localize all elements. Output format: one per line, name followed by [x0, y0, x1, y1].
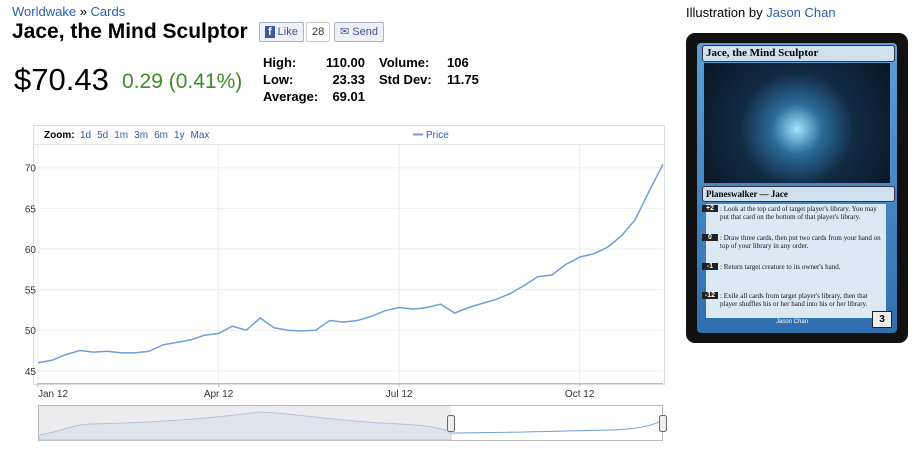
- card-title: Jace, the Mind Sculptor: [12, 20, 248, 43]
- stat-value: 69.01: [332, 89, 365, 104]
- zoom-option[interactable]: 1d: [80, 130, 91, 141]
- stat-value: 11.75: [447, 72, 479, 87]
- ability-cost: -12: [702, 292, 718, 299]
- stat-value: 23.33: [332, 72, 365, 87]
- y-tick-label: 45: [25, 367, 37, 378]
- artist-link[interactable]: Jason Chan: [766, 5, 836, 20]
- card-text-box: +2: Look at the top card of target playe…: [702, 204, 886, 320]
- ability-cost: -1: [702, 263, 718, 270]
- illustration-credit: Illustration by Jason Chan: [686, 5, 836, 20]
- navigator-line: [450, 419, 663, 434]
- ability-text: : Return target creature to its owner's …: [720, 263, 841, 271]
- x-tick-label: Oct 12: [565, 389, 595, 400]
- stat-value: 106: [447, 55, 469, 70]
- price-change: 0.29 (0.41%): [122, 70, 243, 93]
- card-artist: Jason Chan: [776, 319, 809, 325]
- breadcrumb: Worldwake » Cards: [12, 4, 125, 19]
- chart: Zoom: 1d 5d 1m 3m 6m 1y Max Price 45 50 55 60 65 70 Ja…: [25, 125, 667, 441]
- navigator-handle[interactable]: [659, 415, 667, 432]
- stat-label: Volume:: [379, 55, 430, 70]
- y-tick-label: 50: [25, 326, 37, 337]
- like-count: 28: [306, 22, 331, 42]
- y-tick-label: 70: [25, 164, 37, 175]
- card-ability: +2: Look at the top card of target playe…: [702, 205, 886, 233]
- breadcrumb-separator: »: [79, 4, 87, 19]
- illustration-label: Illustration by: [686, 5, 763, 20]
- card-ability: -1: Return target creature to its owner'…: [702, 263, 886, 291]
- y-tick-label: 55: [25, 286, 37, 297]
- card-name: Jace, the Mind Sculptor: [702, 45, 895, 62]
- card-ability: -12: Exile all cards from target player'…: [702, 292, 886, 320]
- zoom-option[interactable]: 3m: [134, 130, 148, 141]
- spacer: [365, 55, 379, 70]
- stat-label: Average:: [263, 89, 319, 104]
- card-ability: 0: Draw three cards, then put two cards …: [702, 234, 886, 262]
- x-tick-label: Apr 12: [204, 389, 234, 400]
- current-price: $70.43: [14, 62, 109, 97]
- zoom-option[interactable]: Max: [191, 130, 210, 141]
- card-type: Planeswalker — Jace: [702, 186, 895, 202]
- stat-label: Low:: [263, 72, 294, 87]
- zoom-label: Zoom:: [44, 130, 75, 141]
- send-button[interactable]: ✉ Send: [334, 22, 384, 42]
- stat-label: High:: [263, 55, 297, 70]
- like-label: Like: [277, 26, 298, 38]
- ability-cost: +2: [702, 205, 718, 212]
- zoom-option[interactable]: 5d: [97, 130, 108, 141]
- y-tick-label: 60: [25, 245, 37, 256]
- legend-label[interactable]: Price: [426, 130, 449, 141]
- card-image: Jace, the Mind Sculptor Planeswalker — J…: [686, 33, 908, 343]
- spacer: [365, 72, 379, 87]
- x-tick-label: Jan 12: [38, 389, 68, 400]
- send-label: Send: [352, 26, 378, 38]
- zoom-option[interactable]: 6m: [154, 130, 168, 141]
- like-button[interactable]: f Like: [259, 22, 304, 42]
- chart-frame: [33, 125, 665, 385]
- ability-text: : Exile all cards from target player's l…: [720, 292, 868, 308]
- navigator-mask: [39, 406, 451, 440]
- y-tick-label: 65: [25, 204, 37, 215]
- card-art: [704, 63, 890, 183]
- ability-cost: 0: [702, 234, 718, 241]
- stat-value: 110.00: [325, 55, 365, 70]
- price-line: [37, 163, 664, 364]
- stat-label: Std Dev:: [379, 72, 432, 87]
- zoom-option[interactable]: 1m: [114, 130, 128, 141]
- navigator-handle[interactable]: [447, 415, 455, 432]
- navigator-history: [38, 411, 452, 441]
- x-tick-label: Jul 12: [386, 389, 413, 400]
- card-loyalty: 3: [872, 311, 892, 328]
- ability-text: : Draw three cards, then put two cards f…: [720, 234, 881, 250]
- zoom-option[interactable]: 1y: [174, 130, 185, 141]
- spacer: [365, 89, 379, 104]
- breadcrumb-link[interactable]: Cards: [90, 4, 126, 19]
- breadcrumb-link[interactable]: Worldwake: [12, 4, 77, 19]
- ability-text: : Look at the top card of target player'…: [720, 205, 877, 221]
- stats: High: 110.00 Volume: 106 Low: 23.33 Std Dev: 11…: [263, 55, 479, 104]
